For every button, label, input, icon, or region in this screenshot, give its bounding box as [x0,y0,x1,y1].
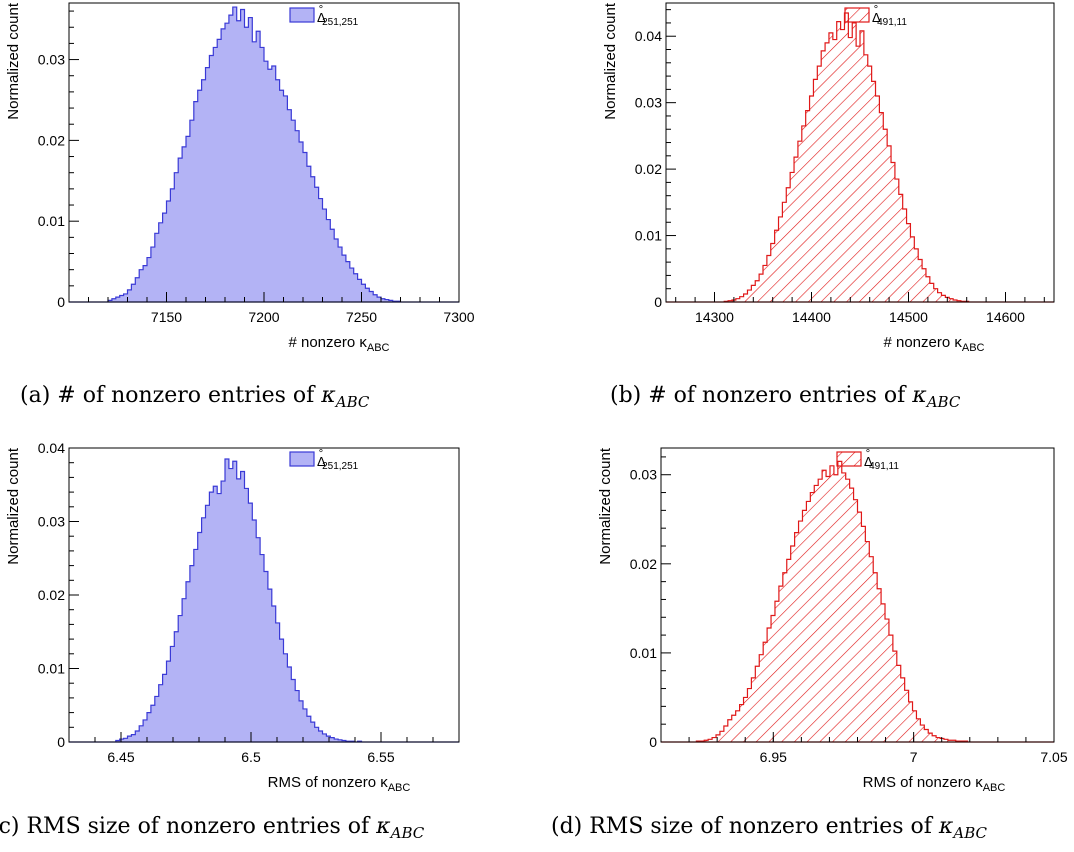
xtick-label-a: 7250 [346,309,377,325]
xtick-label-c: 6.5 [241,749,261,765]
y-axis-label-b: Normalized count [602,2,619,120]
xtick-label-b: 14300 [695,309,734,325]
histogram-a: 0 0.01 0.02 0.03 7150 7200 7250 7300 Normalized … [5,2,475,354]
caption-a-sub: ABC [335,393,370,411]
ytick-label-b: 0.03 [635,95,662,111]
caption-b-sub: ABC [926,393,961,411]
histogram-d: 0 0.01 0.02 0.03 6.95 7 7.05 Normalized count RM… [597,447,1068,794]
x-axis-label-a: # nonzero κABC [288,334,389,354]
xtick-label-d: 7 [910,749,918,765]
xtick-label-a: 7150 [151,309,182,325]
caption-a-prefix: (a) # of nonzero entries of [20,383,322,408]
legend-d: Δ°491,11 [836,448,899,472]
xtick-label-c: 6.45 [107,749,134,765]
histogram-c: 0 0.01 0.02 0.03 0.04 6.45 6.5 6.55 Normalized c… [5,440,460,794]
histogram-b: 0 0.01 0.02 0.03 0.04 14300 14400 14500 14600 Nor… [602,2,1055,354]
legend-label-c: Δ°251,251 [317,448,359,472]
ytick-label-c: 0.03 [38,514,65,530]
panel-c: 0 0.01 0.02 0.03 0.04 6.45 6.5 6.55 Normalized c… [0,426,537,852]
xtick-label-a: 7300 [443,309,474,325]
ytick-label-c: 0.01 [38,661,65,677]
caption-d: (d) RMS size of nonzero entries of κABC [551,814,987,842]
histogram-bars-b [666,12,1054,303]
caption-d-prefix: (d) RMS size of nonzero entries of [551,814,939,839]
x-axis-label-b: # nonzero κABC [883,334,984,354]
xtick-label-b: 14600 [986,309,1025,325]
legend-swatch-a [289,7,315,23]
ytick-label-d: 0.03 [630,467,657,483]
xtick-label-d: 6.95 [760,749,787,765]
ytick-label-a: 0.01 [38,213,65,229]
legend-c: Δ°251,251 [289,448,359,472]
caption-b: (b) # of nonzero entries of κABC [610,383,960,411]
legend-label-a: Δ°251,251 [317,4,359,28]
ytick-label-d: 0.02 [630,556,657,572]
ytick-label-b: 0.02 [635,161,662,177]
ytick-label-c: 0.04 [38,440,65,456]
histogram-bars-d [661,460,1054,743]
xtick-label-b: 14400 [792,309,831,325]
y-axis-label-c: Normalized count [5,447,22,565]
legend-label-d: Δ°491,11 [864,448,899,472]
legend-swatch-d [836,451,862,467]
legend-swatch-b [844,7,870,23]
ytick-label-a: 0.03 [38,52,65,68]
legend-swatch-c [289,451,315,467]
caption-c-prefix: (c) RMS size of nonzero entries of [0,814,377,839]
ytick-label-d: 0 [649,734,657,750]
ytick-label-b: 0 [654,294,662,310]
y-axis-label-a: Normalized count [5,2,22,120]
legend-label-b: Δ°491,11 [872,4,907,28]
ytick-label-b: 0.04 [635,28,662,44]
caption-d-math: κ [938,814,954,839]
y-axis-label-d: Normalized count [597,447,614,565]
caption-d-sub: ABC [953,824,987,842]
x-axis-label-c: RMS of nonzero κABC [268,774,411,794]
ytick-label-a: 0.02 [38,132,65,148]
xtick-label-b: 14500 [889,309,928,325]
caption-b-prefix: (b) # of nonzero entries of [610,383,913,408]
xtick-label-d: 7.05 [1040,749,1067,765]
histogram-bars-a [69,6,459,303]
caption-a: (a) # of nonzero entries of κABC [20,383,369,411]
panel-d: 0 0.01 0.02 0.03 6.95 7 7.05 Normalized count RM… [537,426,1074,852]
caption-c-math: κ [376,814,391,839]
x-axis-label-d: RMS of nonzero κABC [863,774,1006,794]
ytick-label-a: 0 [57,294,65,310]
caption-c-sub: ABC [390,824,425,842]
histogram-bars-c [69,458,459,743]
caption-a-math: κ [321,383,336,408]
caption-b-math: κ [912,383,927,408]
caption-c: (c) RMS size of nonzero entries of κABC [0,814,424,842]
panel-a: 0 0.01 0.02 0.03 7150 7200 7250 7300 Normalized … [0,0,537,425]
xtick-label-c: 6.55 [367,749,394,765]
legend-a: Δ°251,251 [289,4,359,28]
ytick-label-d: 0.01 [630,645,657,661]
ytick-label-c: 0 [57,734,65,750]
ytick-label-c: 0.02 [38,587,65,603]
panel-b: 0 0.01 0.02 0.03 0.04 14300 14400 14500 14600 Nor… [537,0,1074,425]
xtick-label-a: 7200 [248,309,279,325]
plot-frame-b [665,2,1055,303]
ytick-label-b: 0.01 [635,228,662,244]
